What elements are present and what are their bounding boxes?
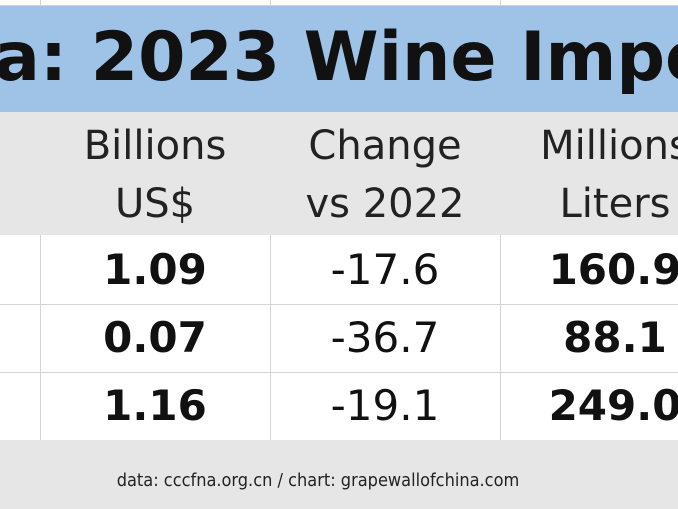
grid-line (40, 0, 41, 5)
table-cell: 1.16 (103, 381, 207, 430)
footer: data: cccfna.org.cn / chart: grapewallof… (116, 470, 520, 491)
table-cell: 0.07 (103, 313, 207, 362)
header-cell: vs 2022 (305, 181, 465, 227)
grid-line (500, 0, 501, 5)
table-cell: -17.6 (330, 245, 440, 294)
table-cell: -36.7 (330, 313, 440, 362)
header-band (0, 112, 678, 235)
footer-band (0, 440, 678, 509)
header-cell: Millions (540, 123, 678, 169)
grid-line (270, 235, 271, 440)
title: a: 2023 Wine Impo (0, 18, 678, 97)
table-cell: 249.0 (548, 381, 678, 430)
grid-line (0, 304, 678, 305)
header-cell: Change (308, 123, 462, 169)
table-cell: 88.1 (563, 313, 667, 362)
grid-line (40, 235, 41, 440)
table-cell: 1.09 (103, 245, 207, 294)
table-cell: -19.1 (330, 381, 440, 430)
header-cell: Billions (83, 123, 227, 169)
grid-line (0, 372, 678, 373)
header-cell: Liters (559, 181, 671, 227)
grid-line (500, 235, 501, 440)
grid-line (270, 0, 271, 5)
title-band (0, 5, 678, 112)
grid-line (0, 5, 678, 6)
table-cell: 160.9 (548, 245, 678, 294)
header-cell: US$ (114, 181, 196, 227)
